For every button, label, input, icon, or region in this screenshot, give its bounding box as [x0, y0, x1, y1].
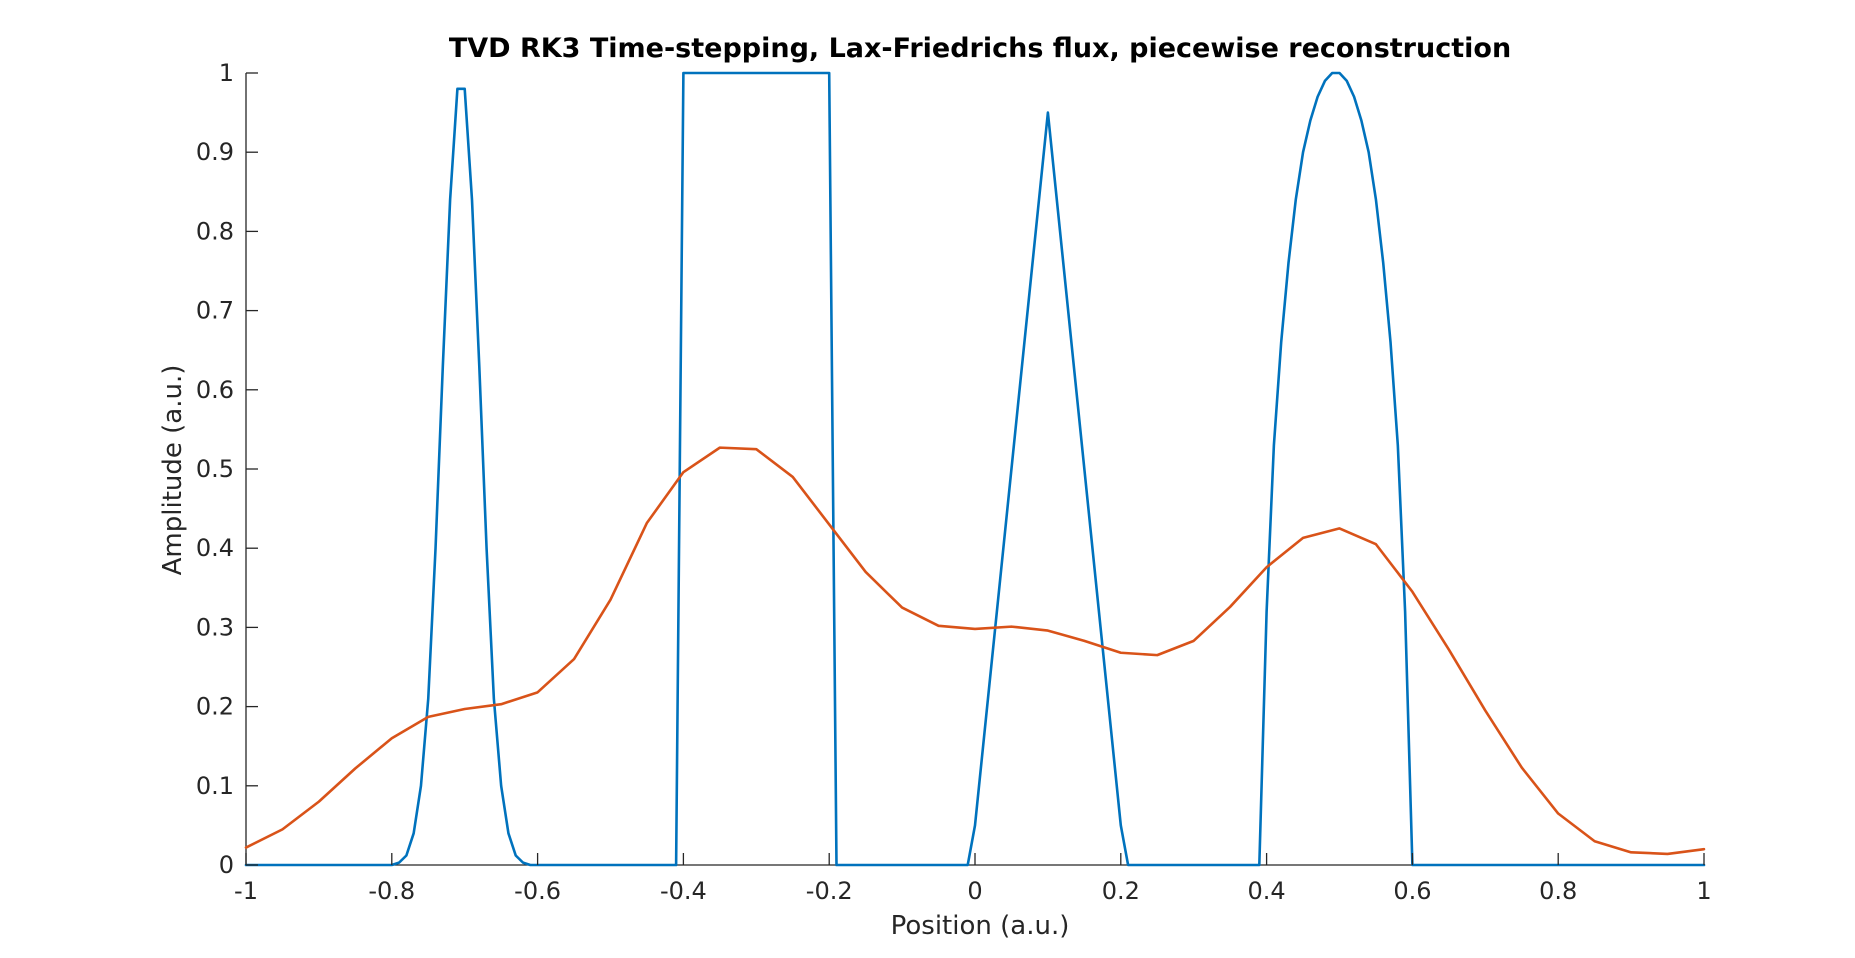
- series-layer: [244, 71, 1706, 867]
- x-tick-label: 1: [1696, 877, 1711, 905]
- y-tick-label: 0.6: [196, 376, 234, 404]
- y-tick-label: 0.1: [196, 772, 234, 800]
- y-tick-label: 0.5: [196, 455, 234, 483]
- y-tick-label: 0: [219, 851, 234, 879]
- x-tick-label: -0.6: [514, 877, 561, 905]
- x-axis-label: Position (a.u.): [891, 911, 1070, 941]
- y-tick-label: 0.3: [196, 613, 234, 641]
- y-tick-label: 0.9: [196, 138, 234, 166]
- y-tick-label: 0.4: [196, 534, 234, 562]
- series-line-2: [244, 446, 1706, 856]
- series-line-1: [244, 71, 1706, 867]
- x-tick-label: 0.6: [1393, 877, 1431, 905]
- y-tick-label: 0.2: [196, 693, 234, 721]
- x-tick-label: -0.2: [806, 877, 853, 905]
- x-tick-label: 0.4: [1248, 877, 1286, 905]
- y-tick-label: 0.8: [196, 217, 234, 245]
- x-tick-label: -1: [234, 877, 258, 905]
- axes: [245, 73, 1704, 866]
- y-tick-label: 1: [219, 59, 234, 87]
- x-tick-label: 0: [967, 877, 982, 905]
- x-tick-label: -0.8: [368, 877, 415, 905]
- x-tick-label: 0.2: [1102, 877, 1140, 905]
- chart-title: TVD RK3 Time-stepping, Lax-Friedrichs fl…: [449, 33, 1511, 64]
- y-axis-label: Amplitude (a.u.): [158, 365, 188, 576]
- x-tick-label: -0.4: [660, 877, 707, 905]
- y-tick-label: 0.7: [196, 297, 234, 325]
- x-tick-label: 0.8: [1539, 877, 1577, 905]
- ticks: -1 -0.8 -0.6 -0.4 -0.2 0 0.2 0.4 0.6 0.8 1 0 0.1 0.2 0…: [196, 59, 1712, 905]
